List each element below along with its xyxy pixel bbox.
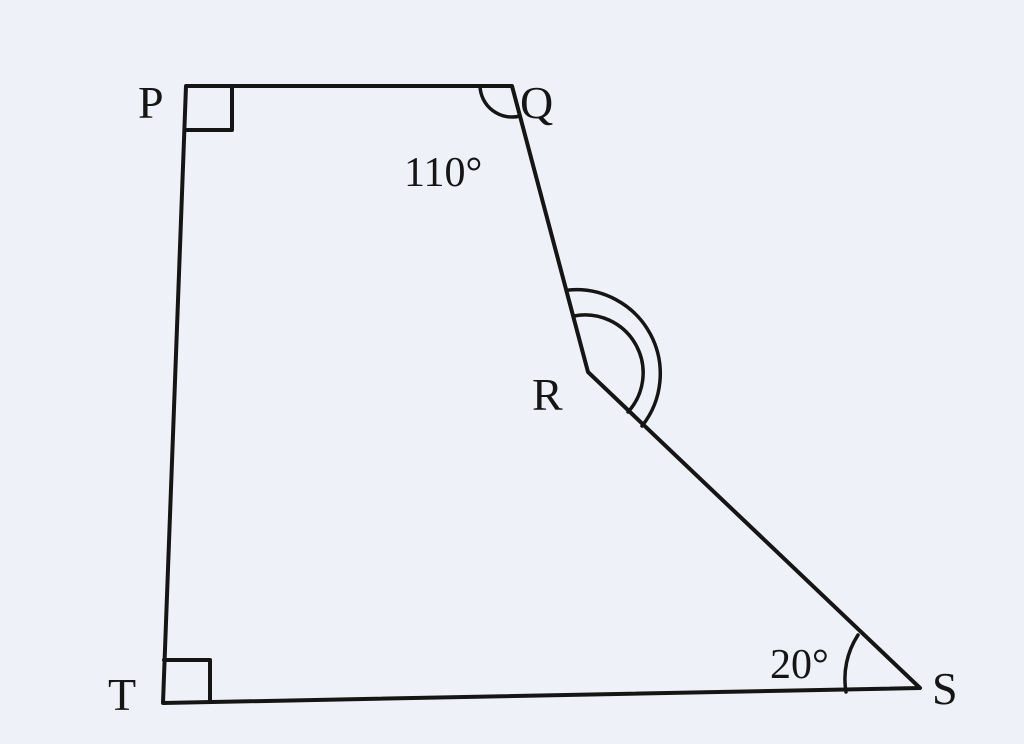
right-angle-marker-p: [183, 84, 234, 132]
angle-arc-q: [478, 84, 522, 119]
angle-arc-s: [843, 633, 860, 694]
pentagon-outline: [161, 84, 922, 705]
vertex-label-q: Q: [520, 77, 553, 128]
angle-arc-r-inner: [572, 313, 645, 414]
vertex-label-s: S: [932, 663, 958, 714]
vertex-label-p: P: [138, 77, 164, 128]
angle-arc-r-outer: [567, 287, 662, 428]
vertex-label-r: R: [532, 369, 563, 420]
right-angle-marker-t: [162, 658, 212, 704]
angle-label-s: 20°: [770, 642, 829, 688]
angle-label-q: 110°: [404, 150, 482, 196]
vertex-label-t: T: [108, 669, 136, 720]
